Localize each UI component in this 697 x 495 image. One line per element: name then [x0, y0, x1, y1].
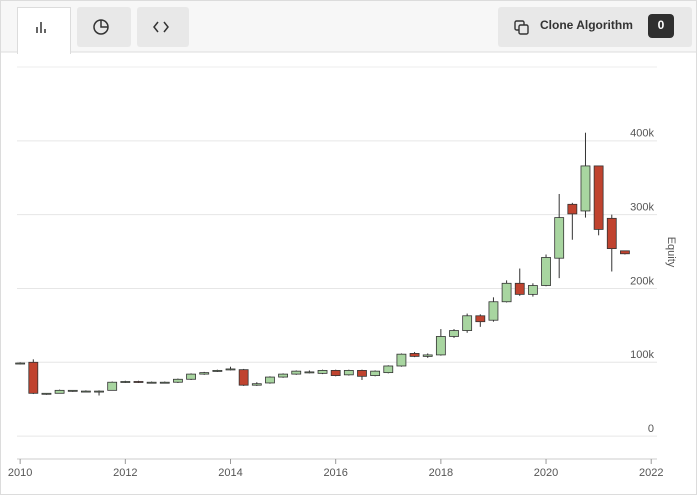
candle-body: [620, 250, 630, 255]
candle-body: [343, 370, 354, 376]
candle-body: [186, 373, 196, 380]
clone-button[interactable]: Clone Algorithm 0: [498, 7, 692, 47]
candle-body: [225, 368, 236, 371]
candle-body: [159, 381, 170, 384]
candle-body: [304, 371, 315, 374]
chart-panel: [1, 52, 696, 494]
y-tick-label: 300k: [630, 202, 654, 214]
candle-body: [15, 362, 26, 365]
candle-body: [317, 370, 328, 374]
candle-body: [94, 390, 104, 393]
candle-body: [514, 282, 525, 295]
tab-code[interactable]: [137, 7, 189, 47]
y-tick-label: 0: [648, 423, 654, 435]
candle-body: [593, 165, 604, 230]
candle-body: [107, 381, 118, 391]
x-tick-label: 2020: [534, 467, 558, 479]
candle-body: [370, 370, 381, 376]
x-tick-label: 2018: [429, 467, 453, 479]
candle-body: [41, 392, 52, 395]
candle-body: [554, 217, 565, 259]
candle-body: [251, 383, 262, 386]
candle-body: [54, 389, 65, 394]
candle-body: [330, 370, 341, 376]
candle-body: [606, 217, 617, 250]
candle-body: [567, 203, 578, 215]
candle-body: [475, 315, 486, 323]
candle-body: [449, 330, 459, 337]
candle-body: [133, 381, 144, 383]
candle-body: [488, 301, 499, 321]
candle-body: [67, 389, 78, 392]
candle-body: [278, 373, 288, 378]
candle-body: [435, 336, 446, 356]
x-tick-label: 2012: [113, 467, 137, 479]
x-tick-label: 2014: [218, 467, 242, 479]
candle-body: [238, 369, 249, 386]
tab-stats[interactable]: [77, 7, 131, 47]
candle-body: [580, 165, 591, 212]
candle-body: [28, 361, 39, 394]
candle-body: [541, 257, 551, 286]
candle-body: [173, 378, 183, 383]
candle-body: [212, 370, 223, 372]
candle-body: [527, 285, 538, 295]
tab-chart[interactable]: [17, 7, 71, 56]
candle-body: [265, 376, 275, 384]
candle-body: [120, 381, 131, 383]
candle-body: [409, 353, 420, 357]
button-label: Clone Algorithm: [540, 18, 633, 32]
y-tick-label: 400k: [630, 128, 654, 140]
candle-body: [501, 282, 512, 303]
candle-body: [422, 354, 433, 357]
candle-body: [462, 315, 473, 331]
y-axis-label: Equity: [665, 237, 677, 268]
candle-body: [80, 390, 91, 393]
x-tick-label: 2010: [8, 467, 32, 479]
candle-body: [396, 353, 407, 367]
y-tick-label: 100k: [630, 349, 654, 361]
y-tick-label: 200k: [630, 275, 654, 287]
candle-body: [383, 365, 394, 374]
clone-count: 0: [658, 18, 665, 32]
candle-body: [357, 370, 367, 377]
candle-body: [291, 370, 302, 375]
candle-body: [199, 372, 210, 375]
candle-body: [146, 381, 157, 384]
x-tick-label: 2022: [639, 467, 663, 479]
x-tick-label: 2016: [323, 467, 347, 479]
